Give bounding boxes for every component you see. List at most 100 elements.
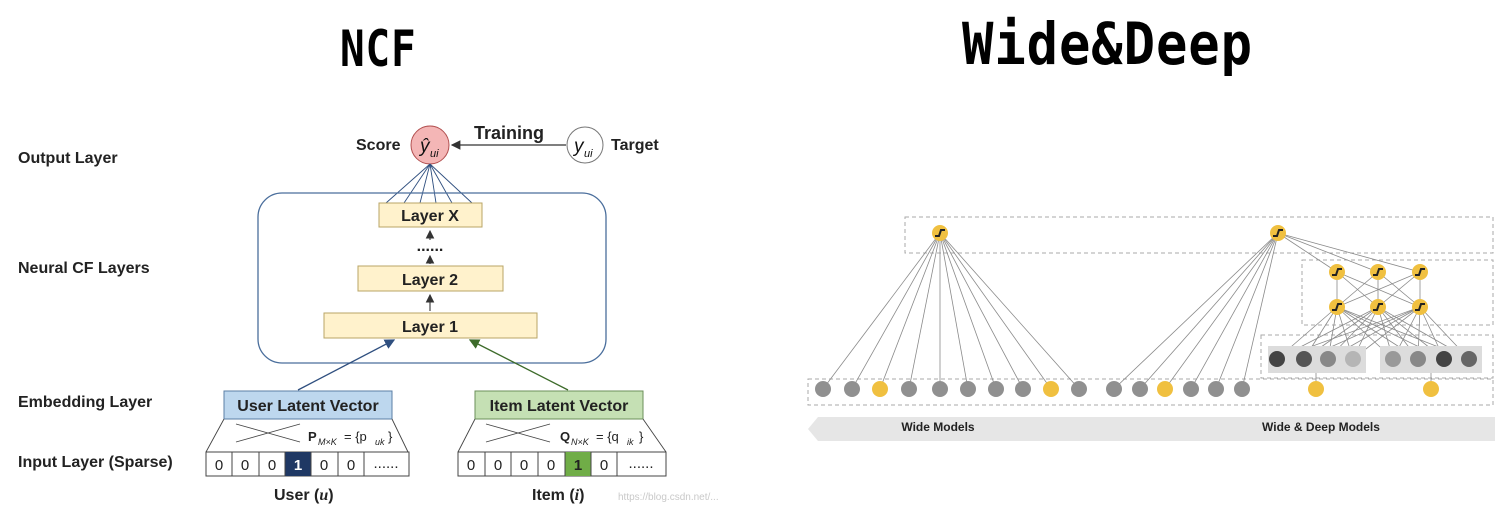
connection-line	[908, 232, 941, 390]
item-input-cell-active: 1	[574, 457, 582, 474]
connection-line	[939, 232, 997, 390]
wide-deep-sparse-feature	[1183, 381, 1199, 397]
connection-line	[879, 232, 941, 390]
output-unit-container	[904, 216, 1494, 254]
sigmoid-icon	[1415, 268, 1425, 276]
dense-embedding-unit	[1269, 351, 1285, 367]
wide-models-label: Wide Models	[901, 420, 975, 434]
neural-cf-layers-label: Neural CF Layers	[18, 260, 150, 277]
score-subscript: ui	[430, 148, 439, 160]
connection-line	[1139, 232, 1279, 390]
wide-sparse-feature	[1071, 381, 1087, 397]
user-input-cell: 0	[215, 457, 223, 474]
connection-line	[822, 232, 941, 390]
connection-line	[1277, 232, 1338, 273]
item-matrix-rhs-sub: ik	[627, 437, 634, 447]
connection-line	[1336, 271, 1421, 308]
connection-line	[1377, 271, 1421, 308]
wide-sparse-feature	[815, 381, 831, 397]
output-layer-label: Output Layer	[18, 150, 118, 167]
item-input-cell: 0	[520, 457, 528, 474]
wide-sparse-feature	[872, 381, 888, 397]
hidden-layers-container	[1301, 259, 1494, 326]
item-embedding-trapezoid	[457, 418, 667, 453]
layer-x-label: Layer X	[401, 208, 459, 225]
connection-line	[1113, 232, 1279, 390]
deep-sparse-feature	[1423, 381, 1439, 397]
user-input-cell-active: 1	[294, 457, 302, 474]
wide-deep-sparse-feature	[1157, 381, 1173, 397]
neural-cf-container	[257, 192, 607, 364]
user-caption: User (u)	[274, 487, 334, 504]
connection-line	[1215, 232, 1279, 390]
item-matrix-close: }	[639, 429, 644, 444]
wide-deep-sparse-feature	[1132, 381, 1148, 397]
dense-embedding-unit	[1385, 351, 1401, 367]
wide-sparse-feature	[901, 381, 917, 397]
bottom-band	[808, 417, 1495, 441]
score-symbol: ŷ	[418, 136, 431, 157]
layer-2-label: Layer 2	[402, 272, 458, 289]
target-node	[566, 126, 604, 164]
dense-embedding-unit	[1345, 351, 1361, 367]
item-matrix-rhs: = {q	[596, 429, 619, 444]
dashed-containers	[807, 216, 1494, 406]
connection-line	[1336, 271, 1379, 308]
input-layer-label: Input Layer (Sparse)	[18, 454, 173, 471]
layer-ellipsis: ......	[417, 238, 444, 255]
wide-sparse-feature	[1043, 381, 1059, 397]
user-input-cell: 0	[320, 457, 328, 474]
wide-deep-sparse-feature	[1106, 381, 1122, 397]
wide-sparse-feature	[932, 381, 948, 397]
user-matrix-rhs: = {p	[344, 429, 367, 444]
dense-embedding-unit	[1461, 351, 1477, 367]
item-active-cell	[565, 452, 591, 476]
target-subscript: ui	[584, 148, 593, 160]
item-input-cell: 0	[547, 457, 555, 474]
dense-embedding-unit	[1320, 351, 1336, 367]
network-nodes	[815, 225, 1477, 397]
sigmoid-icon	[1373, 303, 1383, 311]
score-fan-lines	[385, 163, 473, 204]
dense-embedding-unit	[1410, 351, 1426, 367]
ncf-title: NCF	[340, 20, 417, 78]
user-input-row: 0 0 0 1 0 0 ......	[205, 451, 410, 477]
user-matrix-name: P	[308, 429, 317, 444]
user-input-cell: 0	[241, 457, 249, 474]
sigmoid-icon	[935, 229, 945, 237]
layer-1-box	[323, 312, 538, 339]
user-latent-vector-label: User Latent Vector	[237, 398, 378, 415]
connection-line	[939, 232, 969, 390]
wide-sparse-feature	[960, 381, 976, 397]
layer-1-label: Layer 1	[402, 319, 458, 336]
connection-line	[1277, 232, 1421, 273]
dense-embedding-unit	[1436, 351, 1452, 367]
user-input-cell: 0	[347, 457, 355, 474]
item-to-layer1-arrow	[468, 339, 569, 391]
item-matrix-name: Q	[560, 429, 570, 444]
item-input-cell: ......	[628, 455, 653, 472]
target-symbol: y	[572, 136, 585, 157]
layer-2-box	[357, 265, 504, 292]
user-latent-vector-box	[223, 390, 393, 420]
item-matrix-sub: N×K	[571, 437, 590, 447]
sigmoid-icon	[1332, 268, 1342, 276]
wide-deep-models-label: Wide & Deep Models	[1262, 420, 1380, 434]
wide-sparse-feature	[1015, 381, 1031, 397]
sigmoid-icon	[1332, 303, 1342, 311]
item-latent-vector-label: Item Latent Vector	[490, 398, 629, 415]
user-to-layer1-arrow	[297, 339, 396, 391]
user-input-cell: 0	[268, 457, 276, 474]
deep-sparse-feature	[1308, 381, 1324, 397]
sigmoid-icon	[1373, 268, 1383, 276]
wide-sparse-feature	[988, 381, 1004, 397]
wide-deep-sparse-feature	[1234, 381, 1250, 397]
connection-line	[1241, 232, 1279, 390]
item-caption: Item (i)	[532, 487, 584, 504]
connection-line	[939, 232, 1052, 390]
item-input-row: 0 0 0 0 1 0 ......	[457, 451, 667, 477]
user-matrix-rhs-sub: uk	[375, 437, 385, 447]
sparse-features-container	[807, 378, 1494, 406]
connection-line	[1164, 232, 1279, 390]
